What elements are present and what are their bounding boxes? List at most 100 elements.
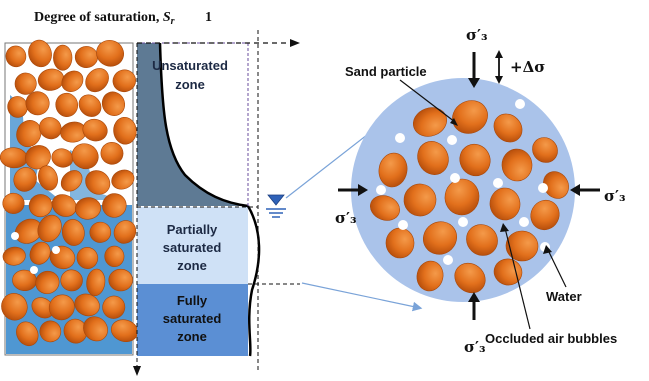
particle-zoom-circle	[351, 78, 575, 302]
full-zone-label-3: zone	[177, 329, 207, 344]
saturation-curve-lower	[246, 205, 261, 357]
sand-particle	[423, 221, 457, 255]
sand-grain	[37, 214, 62, 243]
sand-particle	[403, 183, 437, 217]
sand-particle	[493, 113, 523, 143]
sand-grain	[16, 321, 39, 347]
zoom-arrow-bottom	[301, 282, 423, 312]
sand-grain	[48, 294, 75, 321]
water-table-icon	[266, 194, 286, 218]
sand-grain	[74, 293, 100, 317]
sand-grain	[60, 269, 83, 292]
full-zone-label-1: Fully	[177, 293, 208, 308]
sand-grain	[102, 193, 127, 218]
depth-axis-arrow	[133, 366, 141, 376]
sand-particle	[505, 230, 539, 262]
sand-grain	[2, 192, 25, 214]
sand-grain	[111, 169, 135, 190]
unsaturated-zone-label-1: Unsaturated	[152, 58, 228, 73]
stress-arrows	[338, 50, 600, 320]
sand-grain	[76, 246, 99, 269]
soil-air-bubble	[52, 246, 60, 254]
circle-sand-particles	[370, 100, 569, 294]
air-bubble	[519, 217, 529, 227]
sand-grain	[100, 142, 124, 165]
saturation-axis-title: Degree of saturation, Sr	[34, 10, 175, 27]
sand-grain	[86, 268, 106, 297]
partially-saturated-zone-area	[137, 207, 248, 284]
sand-particle	[452, 100, 488, 134]
occluded-air-bubbles	[376, 99, 550, 265]
sand-grain	[113, 220, 137, 244]
fully-saturated-zone-area	[137, 284, 248, 356]
air-bubble	[376, 185, 386, 195]
sand-grain	[101, 91, 126, 116]
sand-grain	[104, 245, 125, 268]
air-bubble	[458, 217, 468, 227]
sand-grain	[89, 221, 112, 243]
sigma3-bottom-label: σ′₃	[464, 338, 486, 356]
delta-sigma-label: +Δσ	[510, 58, 545, 76]
sand-grain	[35, 270, 60, 295]
sand-grain	[39, 320, 62, 343]
partial-zone-label-3: zone	[177, 258, 207, 273]
sand-grain	[1, 293, 28, 321]
sigma3-left-label: σ′₃	[335, 209, 357, 227]
sand-grain	[16, 120, 42, 148]
sand-grain	[113, 116, 137, 145]
sand-grain	[78, 94, 102, 117]
sand-particle	[454, 262, 486, 294]
sand-grain	[108, 268, 133, 292]
sand-grain	[85, 170, 111, 195]
unsaturated-zone-label-2: zone	[175, 77, 205, 92]
sand-particle	[501, 148, 533, 182]
sand-grain	[96, 39, 124, 67]
saturation-curve-fill	[137, 43, 248, 206]
sand-grain	[82, 118, 108, 142]
saturation-axis-max: 1	[205, 10, 212, 25]
sand-grain	[14, 72, 37, 95]
soil-column	[0, 39, 139, 356]
water-label: Water	[546, 289, 582, 304]
soil-air-bubble	[30, 266, 38, 274]
sand-grain	[25, 91, 50, 116]
sand-grain	[102, 295, 126, 319]
sand-particle	[417, 141, 449, 175]
sand-grain	[83, 316, 108, 342]
occluded-air-label: Occluded air bubbles	[485, 331, 617, 346]
sand-grain	[61, 70, 84, 92]
sand-grain	[53, 44, 73, 71]
sand-grain	[60, 170, 83, 192]
sand-particle	[532, 137, 558, 163]
sand-grain	[29, 241, 51, 265]
sand-grain	[28, 194, 53, 218]
sand-grain	[2, 246, 26, 266]
sand-particle-label: Sand particle	[345, 64, 427, 79]
sand-grain	[39, 117, 62, 140]
saturation-curve	[158, 42, 249, 208]
sigma3-top-label: σ′₃	[466, 26, 488, 44]
sand-particle	[413, 107, 447, 137]
sand-grain	[55, 92, 79, 117]
sand-particle	[466, 224, 498, 256]
sand-grain	[71, 143, 99, 170]
soil-grains	[0, 39, 139, 347]
partial-zone-label-2: saturated	[163, 240, 222, 255]
air-bubble	[447, 135, 457, 145]
saturation-axis-arrow	[290, 39, 300, 47]
sand-particle	[370, 195, 400, 221]
air-bubble	[395, 133, 405, 143]
full-zone-label-2: saturated	[163, 311, 222, 326]
air-bubble	[398, 220, 408, 230]
air-bubble	[515, 99, 525, 109]
sand-grain	[74, 197, 101, 220]
sand-grain	[28, 39, 52, 68]
sigma3-right-label: σ′₃	[604, 187, 626, 205]
partial-zone-label-1: Partially	[167, 222, 218, 237]
soil-air-bubble	[11, 232, 19, 240]
sand-particle	[378, 152, 408, 188]
sand-particle	[459, 143, 491, 177]
sand-particle	[493, 258, 523, 286]
sand-grain	[5, 45, 27, 68]
